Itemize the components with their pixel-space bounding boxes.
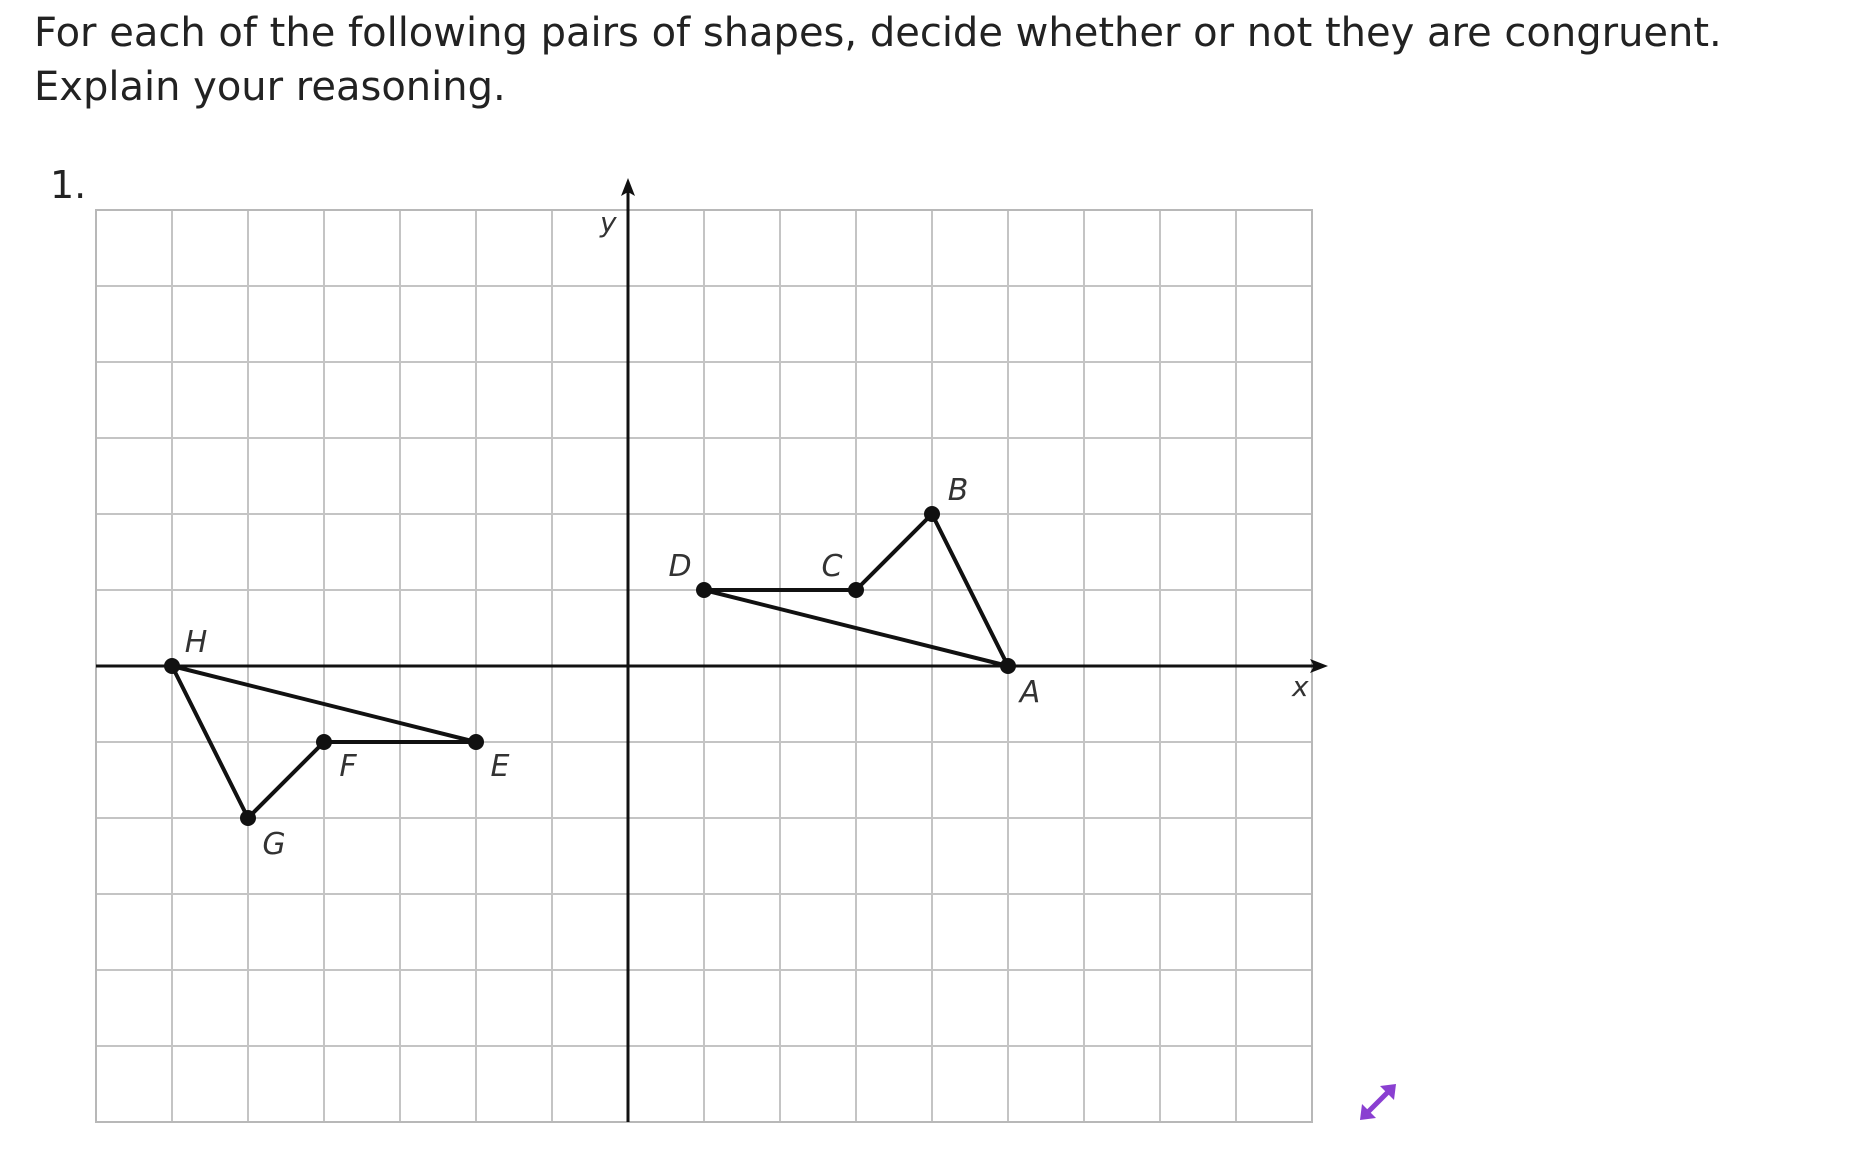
point-c bbox=[848, 582, 864, 598]
x-axis-label: x bbox=[1291, 670, 1309, 703]
x-axis-arrow bbox=[1310, 659, 1328, 673]
point-label-b: B bbox=[948, 473, 969, 508]
expand-arrows-icon[interactable] bbox=[1350, 1074, 1406, 1130]
y-axis-arrow bbox=[621, 178, 635, 196]
point-label-h: H bbox=[185, 625, 208, 660]
axes: xy bbox=[96, 178, 1328, 1122]
points bbox=[164, 506, 1016, 826]
point-g bbox=[240, 810, 256, 826]
question-prompt: For each of the following pairs of shape… bbox=[34, 10, 1722, 110]
point-label-e: E bbox=[491, 749, 510, 784]
point-f bbox=[316, 734, 332, 750]
point-b bbox=[924, 506, 940, 522]
point-label-d: D bbox=[668, 549, 691, 584]
point-label-a: A bbox=[1018, 675, 1041, 710]
item-number: 1. bbox=[50, 163, 87, 207]
y-axis-label: y bbox=[599, 206, 617, 239]
point-label-g: G bbox=[262, 827, 285, 862]
point-label-f: F bbox=[339, 749, 357, 784]
point-h bbox=[164, 658, 180, 674]
point-labels: A B C D E F G H bbox=[185, 473, 1041, 862]
point-d bbox=[696, 582, 712, 598]
point-e bbox=[468, 734, 484, 750]
point-label-c: C bbox=[822, 549, 843, 584]
point-a bbox=[1000, 658, 1016, 674]
